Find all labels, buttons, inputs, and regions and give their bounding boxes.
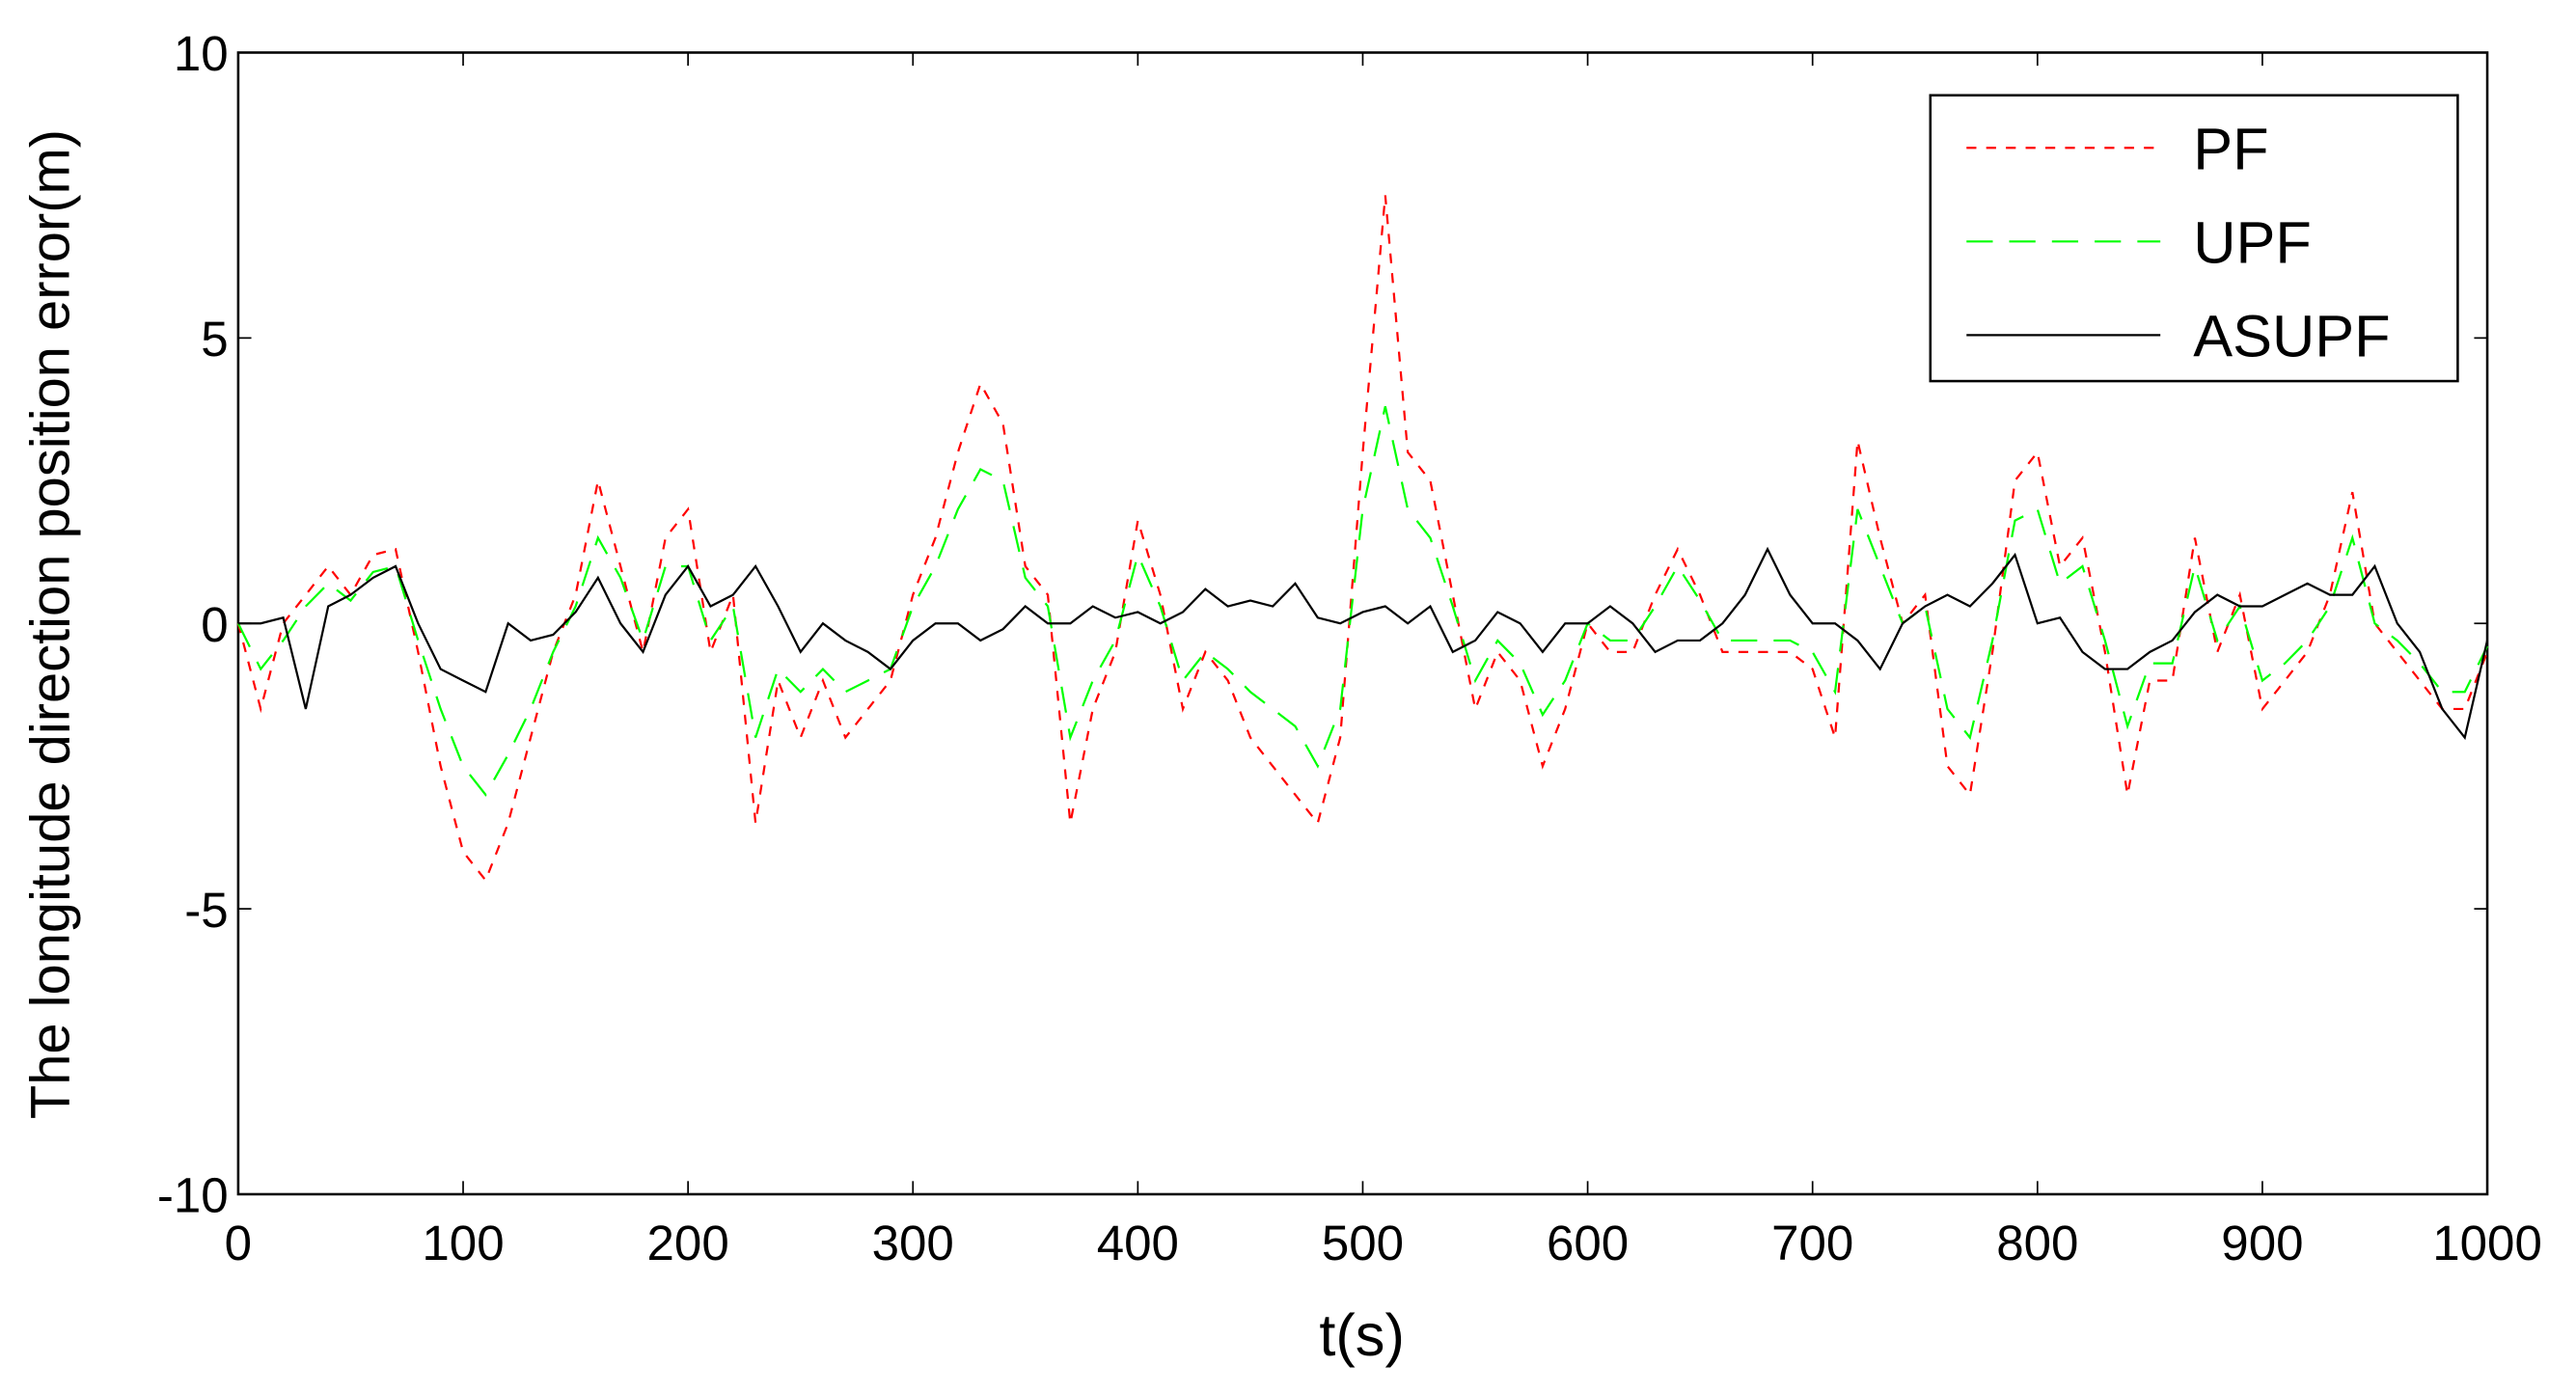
x-tick-label: 200 — [647, 1215, 729, 1270]
x-tick-label: 1000 — [2432, 1215, 2542, 1270]
x-axis-label: t(s) — [1319, 1302, 1405, 1368]
x-tick-label: 700 — [1771, 1215, 1853, 1270]
x-tick-label: 600 — [1547, 1215, 1629, 1270]
y-tick-label: -5 — [184, 883, 228, 938]
y-tick-label: 5 — [201, 312, 228, 367]
legend-box — [1929, 94, 2459, 383]
x-tick-label: 500 — [1322, 1215, 1404, 1270]
series-line — [237, 546, 2489, 741]
legend-label: PF — [2193, 116, 2268, 181]
x-tick-label: 100 — [422, 1215, 504, 1270]
y-tick-label: 0 — [201, 597, 228, 652]
legend-label: UPF — [2193, 209, 2312, 275]
legend-label: ASUPF — [2193, 304, 2390, 369]
y-tick-label: -10 — [157, 1168, 229, 1223]
y-axis-label: The longitude direction position error(m… — [20, 129, 82, 1119]
x-tick-label: 0 — [225, 1215, 252, 1270]
x-tick-label: 400 — [1097, 1215, 1179, 1270]
x-tick-label: 900 — [2221, 1215, 2303, 1270]
y-tick-label: 10 — [174, 26, 229, 81]
x-tick-label: 300 — [872, 1215, 954, 1270]
x-tick-label: 800 — [1996, 1215, 2078, 1270]
